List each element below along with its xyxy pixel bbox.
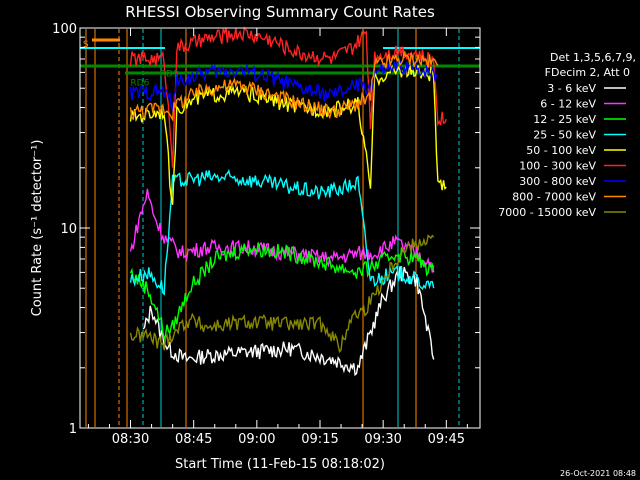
y-tick-label-0: 1 <box>69 422 77 437</box>
legend: Det 1,3,5,6,7,9, FDecim 2, Att 0 3 - 6 k… <box>498 51 636 219</box>
legend-label-0: 3 - 6 keV <box>547 82 596 95</box>
series-line-8 <box>129 234 435 354</box>
legend-header-1: Det 1,3,5,6,7,9, <box>550 51 636 64</box>
legend-label-3: 25 - 50 keV <box>533 129 596 142</box>
legend-label-5: 100 - 300 keV <box>519 160 596 173</box>
legend-label-1: 6 - 12 keV <box>540 98 596 111</box>
x-tick-label-4: 09:30 <box>364 432 401 447</box>
annotation-0: RD9 <box>160 69 179 79</box>
series-line-7 <box>129 49 439 122</box>
y-axis-label: Count Rate (s⁻¹ detector⁻¹) <box>30 140 45 317</box>
legend-label-7: 800 - 7000 keV <box>512 191 596 204</box>
legend-label-6: 300 - 800 keV <box>519 175 596 188</box>
legend-label-4: 50 - 100 keV <box>526 144 596 157</box>
x-tick-label-2: 09:00 <box>238 432 275 447</box>
axis-ticks: 08:30 08:45 09:00 09:15 09:30 09:45 1 10 100 RD9 R… <box>52 22 480 447</box>
legend-header-2: FDecim 2, Att 0 <box>545 66 630 79</box>
legend-label-2: 12 - 25 keV <box>533 113 596 126</box>
y-tick-label-1: 10 <box>60 222 77 237</box>
series-line-2 <box>129 242 435 342</box>
series-line-4 <box>129 64 447 205</box>
series-layer <box>129 26 447 377</box>
x-tick-label-0: 08:30 <box>112 432 149 447</box>
annotation-2: S <box>83 40 89 50</box>
x-tick-label-1: 08:45 <box>175 432 212 447</box>
chart-title: RHESSI Observing Summary Count Rates <box>125 3 435 21</box>
legend-label-8: 7000 - 15000 keV <box>498 206 596 219</box>
series-line-3 <box>129 168 435 296</box>
series-line-0 <box>142 266 435 377</box>
x-tick-label-5: 09:45 <box>428 432 465 447</box>
y-tick-label-2: 100 <box>52 22 77 37</box>
x-tick-label-3: 09:15 <box>301 432 338 447</box>
annotation-1: RD6 <box>130 79 149 89</box>
x-axis-label: Start Time (11-Feb-15 08:18:02) <box>175 457 385 472</box>
footer-stamp: 26-Oct-2021 08:48 <box>560 469 636 478</box>
